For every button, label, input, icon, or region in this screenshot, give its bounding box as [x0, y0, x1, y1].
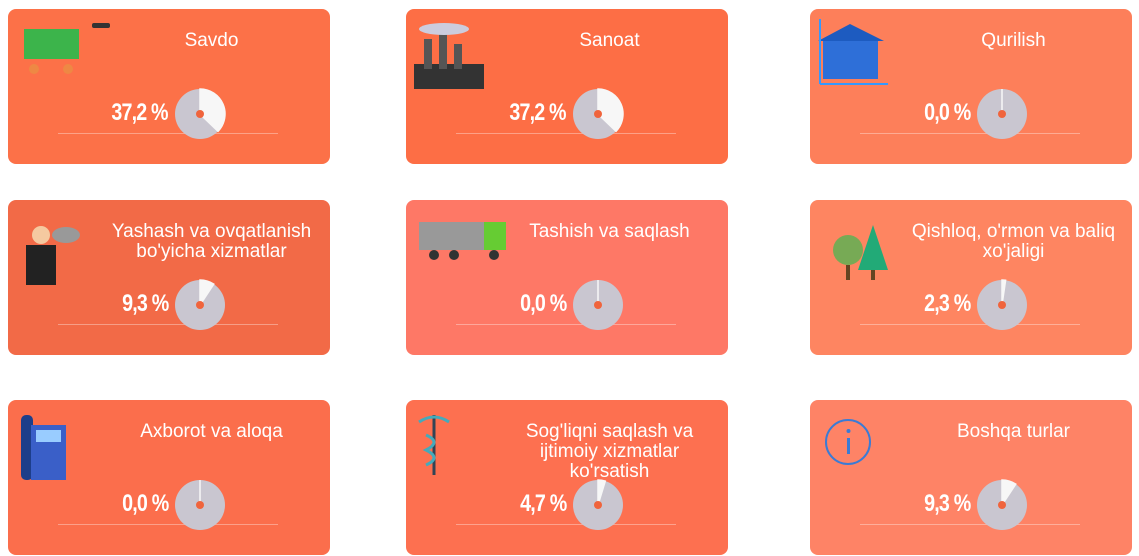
pie-slice — [1001, 479, 1017, 508]
card: Sanoat 37,2 % — [406, 9, 728, 164]
percent-label: 9,3 % — [923, 490, 971, 517]
card-title: Axborot va aloqa — [140, 421, 283, 442]
pie-slice — [199, 279, 215, 308]
icon — [825, 419, 871, 465]
percent-label: 0,0 % — [923, 99, 971, 126]
card-title: Tashish va saqlash — [529, 221, 690, 242]
divider — [456, 324, 676, 325]
pie-center — [594, 301, 602, 309]
pie — [175, 480, 225, 530]
pie-center — [998, 110, 1006, 118]
divider — [456, 133, 676, 134]
percent-label: 0,0 % — [121, 490, 169, 517]
divider — [860, 324, 1080, 325]
card-title: Yashash va ovqatlanish bo'yicha xizmatla… — [111, 221, 312, 262]
card: Yashash va ovqatlanish bo'yicha xizmatla… — [8, 200, 330, 355]
icon — [24, 23, 110, 74]
divider — [58, 133, 278, 134]
card-title: Qurilish — [981, 30, 1046, 51]
divider — [58, 324, 278, 325]
icon — [818, 19, 888, 85]
percent-label: 37,2 % — [509, 99, 567, 126]
icon — [414, 23, 484, 89]
icon — [833, 225, 888, 280]
card: Qishloq, o'rmon va baliq xo'jaligi 2,3 % — [810, 200, 1132, 355]
card: Tashish va saqlash 0,0 % — [406, 200, 728, 355]
card-title: Qishloq, o'rmon va baliq xo'jaligi — [911, 221, 1116, 262]
percent-label: 4,7 % — [519, 490, 567, 517]
divider — [456, 524, 676, 525]
pie-center — [998, 301, 1006, 309]
pie — [573, 479, 623, 530]
pie-center — [594, 501, 602, 509]
pie — [175, 88, 226, 139]
pie-center — [196, 110, 204, 118]
icon — [418, 415, 450, 475]
card-title: Sanoat — [579, 30, 640, 51]
pie — [977, 279, 1027, 330]
percent-label: 0,0 % — [519, 290, 567, 317]
pie — [977, 479, 1027, 530]
card: Savdo 37,2 % — [8, 9, 330, 164]
percent-label: 37,2 % — [111, 99, 169, 126]
divider — [58, 524, 278, 525]
card-title: Savdo — [184, 30, 239, 51]
icon — [26, 226, 80, 285]
pie-center — [196, 501, 204, 509]
pie-slice — [1001, 279, 1007, 306]
percent-label: 2,3 % — [923, 290, 971, 317]
pie — [573, 280, 623, 330]
pie-slice — [597, 479, 607, 506]
pie-center — [196, 301, 204, 309]
pie — [977, 89, 1027, 139]
card: Boshqa turlar 9,3 % — [810, 400, 1132, 555]
divider — [860, 524, 1080, 525]
pie-slice — [597, 88, 624, 133]
divider — [860, 133, 1080, 134]
card: Qurilish 0,0 % — [810, 9, 1132, 164]
pie-center — [594, 110, 602, 118]
card-title: Boshqa turlar — [956, 421, 1070, 442]
percent-label: 9,3 % — [121, 290, 169, 317]
pie-center — [998, 501, 1006, 509]
pie — [573, 88, 624, 139]
card-title: Sog'liqni saqlash va ijtimoiy xizmatlar … — [525, 421, 694, 482]
pie-slice — [199, 88, 226, 133]
icon — [21, 415, 66, 480]
icon — [419, 222, 506, 260]
pie — [175, 279, 225, 330]
card: Sog'liqni saqlash va ijtimoiy xizmatlar … — [406, 400, 728, 555]
card: Axborot va aloqa 0,0 % — [8, 400, 330, 555]
